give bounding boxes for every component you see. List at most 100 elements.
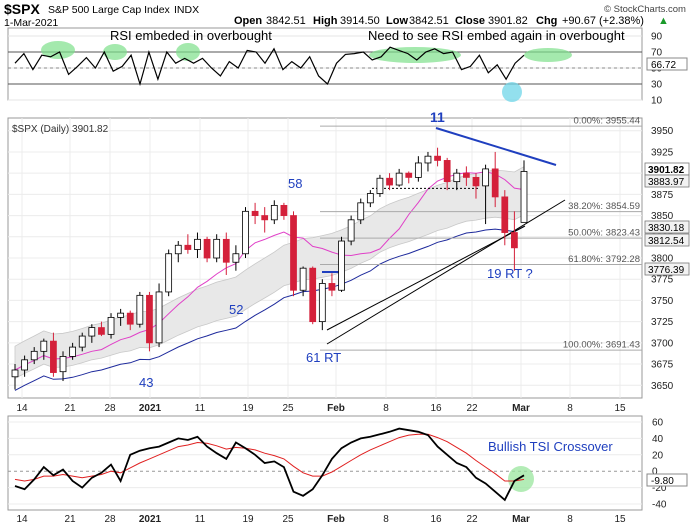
candle-body (251, 210, 259, 216)
candle-body (424, 155, 432, 164)
price-label-text: 3812.54 (648, 236, 685, 247)
date-tick-label: 8 (383, 514, 389, 525)
price-tick-label: 3925 (651, 147, 674, 158)
candle-body (366, 193, 374, 204)
candle (386, 173, 393, 191)
candle (280, 202, 288, 220)
candle (443, 157, 451, 191)
date-tick-label: 21 (64, 514, 76, 525)
date-axis-top: 14 21 28 2021 11 19 25 Feb 8 16 22 Mar 8 15 (16, 403, 626, 414)
open-label: Open (234, 15, 262, 27)
overbought-highlight (41, 41, 75, 59)
candle-body (357, 202, 365, 221)
date-tick-label: 28 (104, 403, 116, 414)
price-tick-label: 3800 (651, 254, 674, 265)
price-label-text: 3901.82 (648, 165, 685, 176)
date-tick-label: 19 (242, 403, 254, 414)
overbought-highlight (103, 44, 127, 60)
downtrend-line (435, 127, 557, 166)
candle-body (453, 172, 461, 183)
fib-label: 50.00%: 3823.43 (568, 228, 640, 239)
tsi-panel: 60 40 20 0 -20 -40 Bullish TSI Crossover -9.8… (7, 415, 688, 511)
tsi-tick-label: 40 (652, 434, 664, 445)
candle-body (98, 327, 105, 335)
candle-body (155, 291, 163, 344)
candle (59, 351, 67, 382)
candle (165, 249, 173, 297)
candle (318, 279, 326, 331)
candle (482, 164, 489, 225)
date-axis-bottom: 14 21 28 2021 11 19 25 Feb 8 16 22 Mar 8 15 (16, 514, 626, 525)
rsi-frame (7, 27, 643, 101)
candle (242, 207, 249, 258)
candle (347, 215, 355, 246)
candle-body (386, 177, 393, 186)
rsi-highlights (41, 41, 572, 102)
candle-body (434, 155, 441, 161)
date-tick-label: 2021 (139, 403, 162, 414)
price-tick-label: 3875 (651, 190, 674, 201)
candle (424, 151, 432, 172)
candle-body (50, 340, 57, 373)
candle-body (88, 327, 96, 337)
candle-body (40, 340, 48, 352)
high-label: High (313, 15, 338, 27)
fib-label: 100.00%: 3691.43 (563, 340, 640, 351)
annotation-43: 43 (139, 375, 153, 390)
tsi-axis: 60 40 20 0 -20 -40 (652, 418, 667, 511)
candle-body (184, 244, 192, 250)
candle-body (242, 210, 249, 255)
price-tick-label: 3675 (651, 360, 674, 371)
date-tick-label: 8 (567, 514, 573, 525)
candle-body (318, 283, 326, 323)
candle (232, 245, 240, 271)
candle (222, 232, 230, 275)
price-tick-label: 3750 (651, 296, 674, 307)
candle-body (414, 162, 422, 178)
index-name: S&P 500 Large Cap Index (48, 4, 171, 16)
rsi-last-value-badge: 66.72 (646, 57, 688, 71)
tsi-tick-label: 0 (652, 467, 658, 478)
candle-body (472, 176, 480, 187)
rsi-tick-label: 10 (651, 96, 663, 107)
candle-body (443, 160, 451, 183)
candle (463, 166, 470, 186)
candle (117, 308, 125, 326)
chg-value: +90.67 (+2.38%) (562, 15, 644, 27)
candle (414, 156, 422, 182)
candle-body (232, 253, 240, 263)
price-tick-label: 3950 (651, 126, 674, 137)
uptrend-line (326, 199, 566, 345)
tsi-tick-label: -20 (652, 483, 667, 494)
candle (11, 364, 19, 390)
tsi-tick-label: -40 (652, 500, 667, 511)
candle (501, 190, 509, 246)
candle (136, 291, 144, 328)
candle (107, 313, 115, 339)
date-tick-label: 22 (466, 403, 478, 414)
candle-body (338, 240, 345, 291)
date-tick-label: 15 (614, 403, 626, 414)
candle-body (194, 238, 201, 250)
candle (251, 202, 259, 225)
candle (50, 332, 57, 377)
date-tick-label: Mar (512, 403, 530, 414)
candle-body (213, 238, 221, 259)
candle-body (30, 350, 38, 361)
rsi-line (14, 46, 525, 87)
fib-label: 38.20%: 3854.59 (568, 201, 640, 212)
candle (366, 190, 374, 208)
candle-body (117, 312, 125, 318)
tsi-crossover-highlight (508, 466, 534, 492)
fib-label: 61.80%: 3792.28 (568, 254, 640, 265)
candle-body (280, 204, 288, 216)
fib-label: 0.00%: 3955.44 (573, 116, 640, 127)
candle (405, 171, 413, 184)
candle-body (136, 294, 144, 325)
candle-body (69, 346, 76, 357)
candle (511, 211, 518, 271)
price-tick-label: 3850 (651, 211, 674, 222)
annotation-58: 58 (288, 176, 302, 191)
tsi-line (14, 427, 525, 502)
candle-body (309, 267, 317, 323)
